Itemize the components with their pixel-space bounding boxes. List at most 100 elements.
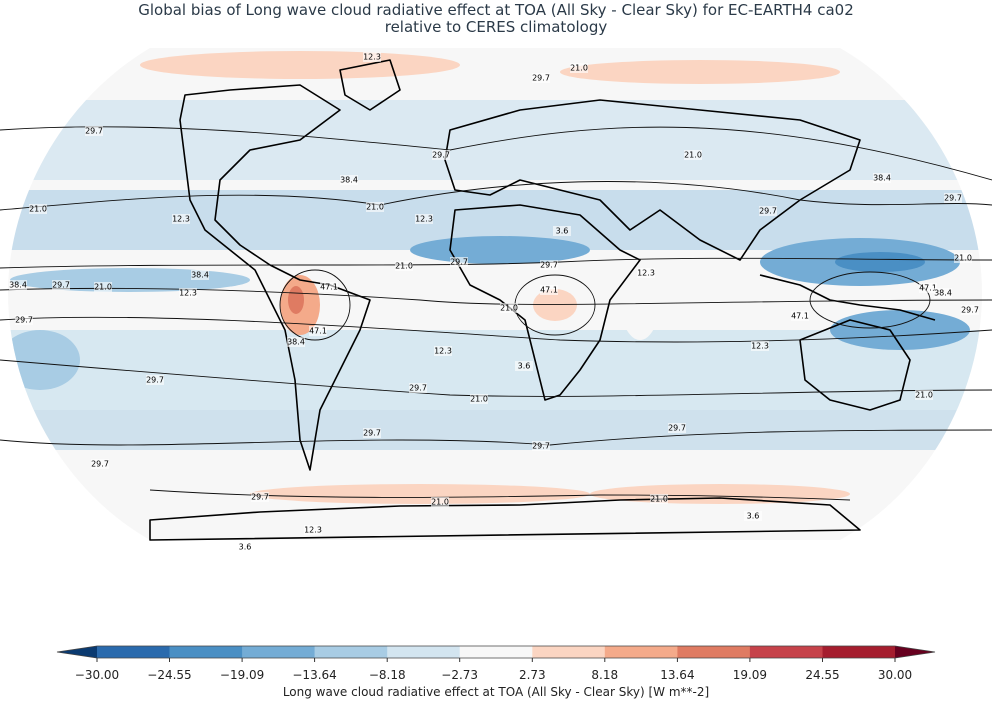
colorbar-tick-label: −13.64 bbox=[292, 668, 336, 682]
contour-label: 12.3 bbox=[434, 347, 452, 356]
colorbar-tick-label: −24.55 bbox=[147, 668, 191, 682]
contour-label: 12.3 bbox=[637, 269, 655, 278]
contour-labels: 12.3 21.0 29.7 29.7 29.7 21.0 38.4 38.4 21.0 21.0… bbox=[9, 52, 979, 552]
contour-label-bg bbox=[9, 280, 27, 290]
colorbar-bin bbox=[822, 646, 896, 658]
contour-label: 29.7 bbox=[944, 194, 962, 203]
contour-label: 29.7 bbox=[532, 74, 550, 83]
contour-label: 12.3 bbox=[172, 215, 190, 224]
contour-label-bg bbox=[450, 257, 468, 267]
colorbar: −30.00 −24.55 −19.09 −13.64 −8.18 −2.73 2.73 8.… bbox=[56, 645, 936, 682]
contour-label-bg bbox=[15, 315, 33, 325]
contour-label: 38.4 bbox=[340, 176, 358, 185]
colorbar-bin bbox=[314, 646, 388, 658]
contour-label-bg bbox=[668, 423, 686, 433]
contour-label-bg bbox=[431, 497, 449, 507]
contour-label: 47.1 bbox=[791, 312, 809, 321]
colorbar-tick-label: 2.73 bbox=[519, 668, 546, 682]
contour-label: 29.7 bbox=[668, 424, 686, 433]
contour-label-bg bbox=[532, 441, 550, 451]
contour-label: 3.6 bbox=[556, 227, 569, 236]
contour-label: 47.1 bbox=[919, 284, 937, 293]
map-field bbox=[8, 48, 982, 540]
colorbar-bin bbox=[387, 646, 461, 658]
title-line: relative to CERES climatology bbox=[385, 18, 608, 36]
contour-label: 12.3 bbox=[304, 526, 322, 535]
contour-label-bg bbox=[304, 525, 322, 535]
contour-label: 29.7 bbox=[409, 384, 427, 393]
contour-label-bg bbox=[532, 73, 550, 83]
colorbar-under bbox=[57, 646, 97, 658]
contour-label: 3.6 bbox=[747, 512, 760, 521]
contour-label: 29.7 bbox=[251, 493, 269, 502]
contour-label-bg bbox=[363, 428, 381, 438]
contour-label: 38.4 bbox=[9, 281, 27, 290]
contour-label-bg bbox=[172, 214, 190, 224]
contour-label-bg bbox=[637, 268, 655, 278]
contour-label-bg bbox=[650, 494, 668, 504]
contour-label-bg bbox=[954, 253, 972, 263]
colorbar-bin bbox=[242, 646, 316, 658]
contour-label-bg bbox=[944, 193, 962, 203]
colorbar-tick-label: 30.00 bbox=[878, 668, 912, 682]
contour-label-bg bbox=[146, 375, 164, 385]
contour-label: 3.6 bbox=[518, 362, 531, 371]
colorbar-bin bbox=[677, 646, 751, 658]
contour-label-bg bbox=[915, 390, 933, 400]
contour-label: 29.7 bbox=[759, 207, 777, 216]
colorbar-bin bbox=[749, 646, 824, 658]
contour-label-bg bbox=[29, 204, 47, 214]
colorbar-tick-label: 13.64 bbox=[660, 668, 694, 682]
contour-label-bg bbox=[961, 305, 979, 315]
colorbar-bin bbox=[169, 646, 243, 658]
colorbar-bin bbox=[604, 646, 678, 658]
contour-label: 21.0 bbox=[954, 254, 972, 263]
contour-label-bg bbox=[432, 150, 450, 160]
contour-label: 12.3 bbox=[751, 342, 769, 351]
contour-label-bg bbox=[52, 280, 70, 290]
contour-label-bg bbox=[751, 341, 769, 351]
contour-label-bg bbox=[94, 282, 112, 292]
contour-label-bg bbox=[395, 261, 413, 271]
contour-label-bg bbox=[85, 126, 103, 136]
contour-label: 29.7 bbox=[91, 460, 109, 469]
contour-label-bg bbox=[934, 288, 952, 298]
contour-label-bg bbox=[251, 492, 269, 502]
contour-label: 29.7 bbox=[532, 442, 550, 451]
contour-label: 21.0 bbox=[431, 498, 449, 507]
contour-label: 38.4 bbox=[287, 338, 305, 347]
contour-label-bg bbox=[684, 150, 702, 160]
coastlines bbox=[149, 59, 936, 541]
contour-label: 12.3 bbox=[363, 53, 381, 62]
colorbar-tick-label: −8.18 bbox=[369, 668, 406, 682]
colorbar-tick-label: 19.09 bbox=[733, 668, 767, 682]
contour-label: 29.7 bbox=[52, 281, 70, 290]
colorbar-bin bbox=[532, 646, 606, 658]
contour-label: 47.1 bbox=[309, 327, 327, 336]
contour-label-bg bbox=[873, 173, 891, 183]
contour-label: 12.3 bbox=[415, 215, 433, 224]
colorbar-tick-label: −30.00 bbox=[75, 668, 119, 682]
contour-label: 29.7 bbox=[432, 151, 450, 160]
contour-label: 21.0 bbox=[94, 283, 112, 292]
contour-label: 21.0 bbox=[915, 391, 933, 400]
contour-label-bg bbox=[287, 337, 305, 347]
contour-label-bg bbox=[320, 282, 338, 292]
contour-label-bg bbox=[179, 288, 197, 298]
colorbar-over bbox=[895, 646, 935, 658]
contour-label: 29.7 bbox=[15, 316, 33, 325]
contour-label: 21.0 bbox=[395, 262, 413, 271]
contour-label: 29.7 bbox=[146, 376, 164, 385]
contour-label-bg bbox=[363, 52, 381, 62]
contour-label: 12.3 bbox=[179, 289, 197, 298]
contour-label-bg bbox=[309, 326, 327, 336]
contour-label: 47.1 bbox=[540, 286, 558, 295]
contour-label: 29.7 bbox=[961, 306, 979, 315]
contour-label: 21.0 bbox=[570, 64, 588, 73]
colorbar-label: Long wave cloud radiative effect at TOA … bbox=[283, 685, 709, 699]
contour-label-bg bbox=[570, 63, 588, 73]
contour-label-bg bbox=[91, 459, 109, 469]
title-line: Global bias of Long wave cloud radiative… bbox=[138, 1, 854, 19]
contour-label-bg bbox=[759, 206, 777, 216]
